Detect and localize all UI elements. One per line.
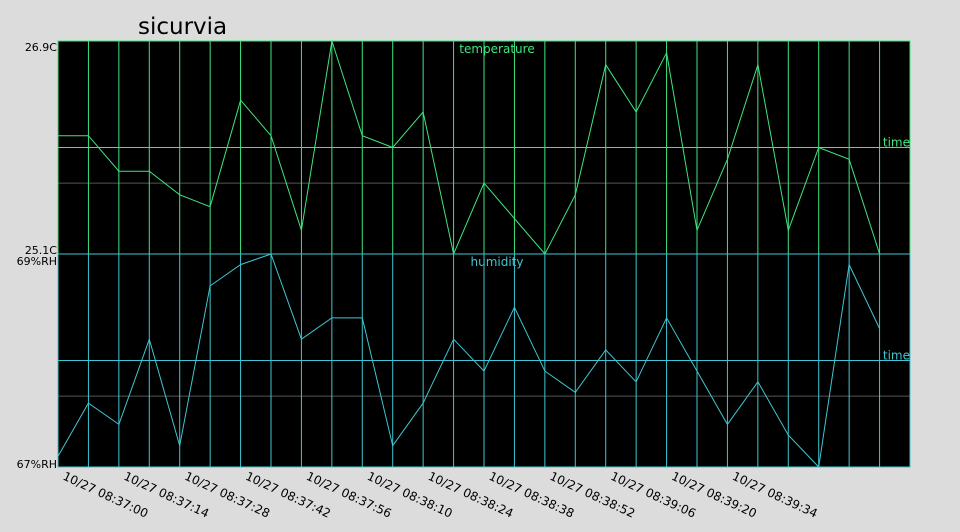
humidity-frame bbox=[57, 253, 911, 468]
temperature-ytick-max: 26.9C bbox=[25, 41, 57, 54]
temperature-series-label: temperature bbox=[459, 42, 534, 56]
humidity-ytick-min: 67%RH bbox=[17, 458, 57, 471]
temperature-ytick-min: 25.1C bbox=[25, 244, 57, 257]
humidity-ytick-max: 69%RH bbox=[17, 255, 57, 268]
temperature-series-line bbox=[58, 40, 881, 256]
chart-title: sicurvia bbox=[138, 14, 228, 40]
temperature-axis-label: time bbox=[883, 136, 910, 150]
humidity-series-label: humidity bbox=[471, 255, 524, 269]
humidity-axis-label: time bbox=[883, 349, 910, 363]
humidity-series-line bbox=[57, 253, 881, 469]
